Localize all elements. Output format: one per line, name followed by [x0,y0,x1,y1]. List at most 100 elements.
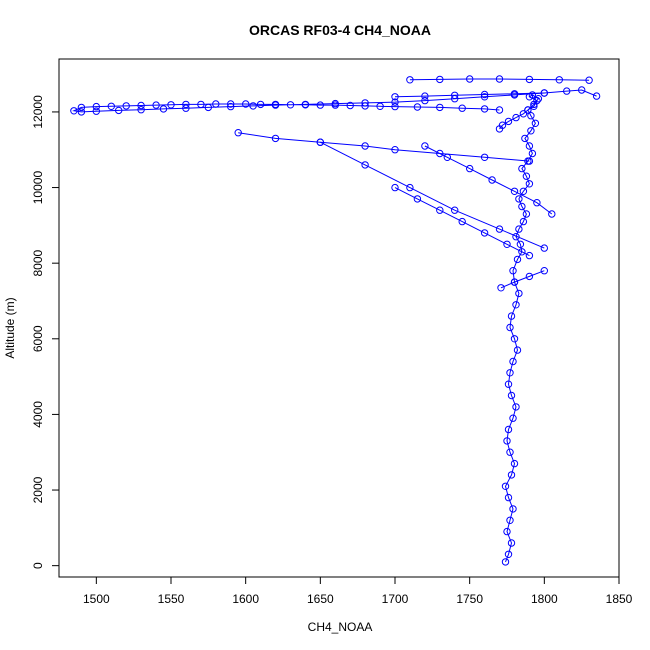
series-line [499,94,540,563]
x-axis: 1500 1550 1600 1650 1700 1750 1800 1850 [83,576,633,606]
y-tick-label: 10000 [31,171,45,205]
data-point [495,125,504,133]
data-point [361,99,369,107]
series-line [409,78,590,81]
chart-title: ORCAS RF03-4 CH4_NOAA [249,22,431,38]
data-point [227,102,235,111]
data-point [522,172,531,180]
data-point [480,229,489,237]
y-axis-label: Altitude (m) [3,297,17,358]
x-tick-label: 1600 [232,592,259,606]
data-point [531,119,540,128]
data-point [501,482,510,490]
data-point [522,210,531,218]
data-point [509,267,517,275]
data-point [510,459,519,468]
data-point [495,225,504,233]
data-point [504,425,513,434]
data-point [513,255,522,264]
data-point [513,346,522,354]
data-point [182,100,190,109]
data-point [525,272,534,281]
data-point [524,106,532,114]
data-point [578,86,586,94]
data-point [519,110,528,118]
data-point [504,493,513,502]
data-point [533,199,541,207]
data-point [503,240,511,249]
x-tick-label: 1700 [382,592,409,606]
data-point [488,176,496,184]
data-point [249,102,257,110]
data-point [376,102,384,111]
data-point [331,99,339,108]
series-line [500,270,545,289]
data-point [507,471,516,479]
y-tick-label: 4000 [31,401,45,428]
data-point [540,267,548,275]
data-point [391,146,399,154]
data-point [515,289,523,298]
data-point [152,101,160,109]
data-point [92,107,101,115]
data-point [507,391,516,400]
data-point [530,102,538,111]
data-point [421,96,429,105]
data-point [497,284,505,292]
data-point [519,217,528,226]
y-axis: 0 2000 4000 6000 8000 10000 12000 [31,95,60,569]
data-point [503,527,511,536]
series-line [72,89,597,113]
x-tick-label: 1850 [606,592,633,606]
data-point [406,76,414,84]
data-point [518,164,526,173]
data-point [540,244,548,252]
data-point [534,95,543,103]
data-point [495,106,504,114]
data-point [413,195,422,203]
data-point [515,225,523,233]
series-line [320,141,545,249]
x-tick-label: 1550 [158,592,185,606]
data-point [510,278,519,286]
data-point [510,187,519,196]
data-point [504,380,513,388]
data-point [458,104,466,112]
data-point [107,102,116,111]
data-point [286,101,295,109]
data-point [159,105,168,113]
data-point [563,87,571,95]
data-point [504,117,513,126]
data-point [137,101,145,110]
data-point [361,142,369,150]
data-point [507,312,516,320]
series-line [394,92,545,98]
data-point [167,101,175,109]
data-point [495,75,504,83]
data-point [521,134,529,143]
y-tick-label: 6000 [31,325,45,352]
plot-area [70,75,601,566]
data-point [480,93,489,101]
data-point [77,103,86,112]
x-tick-label: 1650 [307,592,334,606]
x-axis-label: CH4_NOAA [308,620,373,634]
data-point [122,102,130,110]
data-point [528,149,537,158]
data-point [271,101,280,109]
data-point [592,92,601,100]
data-point [451,206,459,214]
data-point [137,106,145,114]
y-tick-label: 0 [31,562,45,569]
data-point [525,180,534,188]
data-point [480,90,489,99]
data-point [585,76,593,84]
data-point [480,153,489,162]
data-point [515,195,523,203]
data-point [501,558,510,566]
data-point [466,75,474,83]
y-tick-label: 2000 [31,476,45,503]
data-point [197,100,205,109]
data-point [361,161,369,169]
